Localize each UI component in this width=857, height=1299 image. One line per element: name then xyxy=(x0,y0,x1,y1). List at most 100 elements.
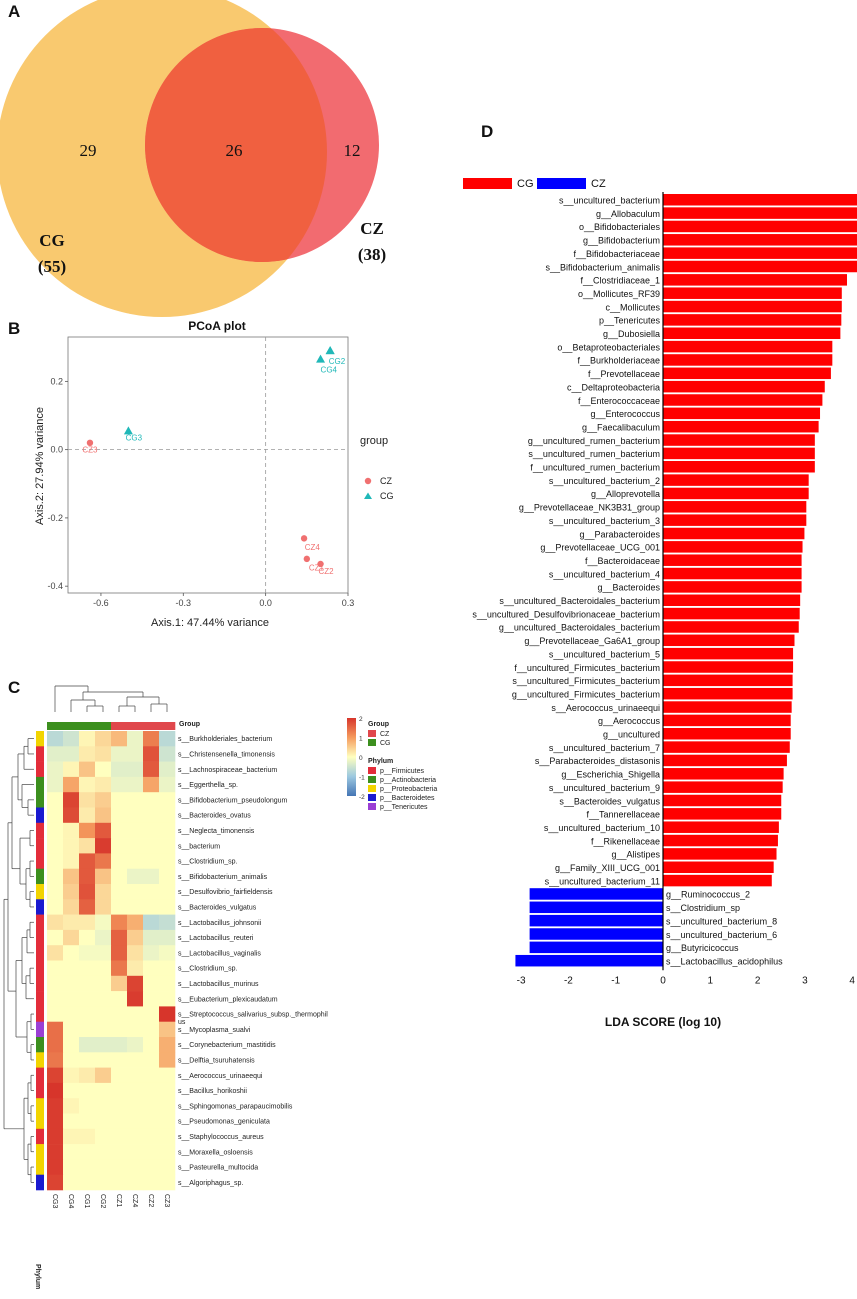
heatmap-cell xyxy=(111,884,128,900)
pcoa-point-label: CZ2 xyxy=(318,567,334,576)
lda-x-tick-label: 2 xyxy=(755,975,761,986)
heatmap-row-label: s__Streptococcus_salivarius_subsp._therm… xyxy=(178,1012,328,1019)
heatmap-phylum-bar-cell xyxy=(36,991,44,1007)
heatmap-cell xyxy=(143,822,160,839)
heatmap-cell xyxy=(95,1159,112,1175)
heatmap-cell xyxy=(111,1128,128,1145)
heatmap-cell xyxy=(127,1174,144,1191)
heatmap-legend-phylum-label: p__Bacteroidetes xyxy=(380,795,435,802)
heatmap-cell xyxy=(143,884,160,900)
heatmap-cell xyxy=(159,1128,176,1145)
lda-bar-label: s__uncultured_bacterium_4 xyxy=(549,569,660,579)
pcoa-legend-cg-label: CG xyxy=(380,491,394,501)
lda-bar xyxy=(663,407,821,420)
heatmap-cell xyxy=(95,1067,112,1084)
lda-x-tick-label: -1 xyxy=(611,975,620,986)
heatmap-cell xyxy=(159,731,176,747)
lda-bar xyxy=(663,260,857,273)
lda-bar-label: g__Prevotellaceae_NK3B31_group xyxy=(519,503,660,513)
heatmap-cell xyxy=(79,945,96,961)
heatmap-cell xyxy=(95,1021,112,1038)
lda-bar xyxy=(663,621,799,633)
heatmap-cell xyxy=(47,945,64,961)
heatmap-cell xyxy=(47,1037,64,1053)
heatmap-cell xyxy=(143,853,160,869)
heatmap-phylum-bar-cell xyxy=(36,1067,44,1084)
pcoa-legend-cz-swatch xyxy=(364,477,372,485)
heatmap-cell xyxy=(143,807,160,824)
lda-bar-label: s__Clostridium_sp xyxy=(666,903,740,913)
lda-bar-label: g__Alloprevotella xyxy=(591,489,660,499)
lda-bar-label: g__uncultured xyxy=(603,730,660,740)
pcoa-point-label: CZ4 xyxy=(305,543,321,552)
heatmap-scale-tick-label: 1 xyxy=(359,736,363,743)
lda-bar xyxy=(663,794,782,807)
heatmap-cell xyxy=(127,991,144,1007)
lda-bar-label: s__uncultured_bacterium_8 xyxy=(666,916,777,926)
heatmap-row-label: s__Pseudomonas_geniculata xyxy=(178,1119,270,1126)
heatmap-legend-cz-swatch xyxy=(368,730,376,737)
lda-bar-label: f__Rikenellaceae xyxy=(591,836,660,846)
lda-x-tick-label: 4 xyxy=(849,975,855,986)
heatmap-cell xyxy=(63,1159,80,1175)
heatmap-cell xyxy=(95,899,112,915)
lda-bar-label: s__uncultured_bacterium_2 xyxy=(549,476,660,486)
heatmap-cell xyxy=(111,1098,128,1114)
pcoa-point-cz4 xyxy=(300,535,308,542)
panel-letter-c: C xyxy=(8,678,20,697)
pcoa-point-cg3 xyxy=(123,426,133,435)
heatmap-cell xyxy=(63,1128,80,1145)
heatmap-cell xyxy=(143,792,160,808)
heatmap-cell xyxy=(159,1174,176,1191)
panel-letter-d: D xyxy=(481,122,493,141)
lda-bar-label: f__Enterococcaceae xyxy=(578,396,660,406)
pcoa-y-tick-label: 0.0 xyxy=(50,445,63,455)
lda-legend-cz-label: CZ xyxy=(591,178,606,190)
heatmap-cell xyxy=(111,1021,128,1038)
heatmap-row-label: s__Corynebacterium_mastitidis xyxy=(178,1042,276,1049)
heatmap-cell xyxy=(159,1052,176,1068)
heatmap-cell xyxy=(79,731,96,747)
heatmap-legend-cz-label: CZ xyxy=(380,731,390,738)
heatmap-row-label: s__Lactobacillus_johnsonii xyxy=(178,920,262,927)
heatmap-group-bar-cell xyxy=(63,722,80,730)
heatmap-cell xyxy=(47,838,64,854)
heatmap-cell xyxy=(127,1037,144,1053)
heatmap-phylum-bar-cell xyxy=(36,1006,44,1022)
lda-bar xyxy=(663,340,833,353)
pcoa-x-tick-label: -0.3 xyxy=(176,598,192,608)
heatmap-phylum-bar-cell xyxy=(36,776,44,793)
lda-bar-label: g__Bifidobacterium xyxy=(583,236,660,246)
heatmap-cell xyxy=(95,1006,112,1022)
heatmap-row-label: s__Eubacterium_plexicaudatum xyxy=(178,996,278,1003)
lda-bar-label: s__uncultured_bacterium_3 xyxy=(549,516,660,526)
heatmap-cell xyxy=(79,975,96,992)
heatmap-cell xyxy=(127,945,144,961)
heatmap-column-label: CG3 xyxy=(51,1194,58,1209)
lda-bar-label: g__Prevotellaceae_UCG_001 xyxy=(540,543,660,553)
heatmap-cell xyxy=(127,1052,144,1068)
lda-bar-label: s__Parabacteroides_distasonis xyxy=(535,756,661,766)
lda-bar xyxy=(663,394,823,406)
pcoa-y-tick-label: 0.2 xyxy=(50,376,63,386)
lda-bar xyxy=(663,554,802,566)
heatmap-cell xyxy=(111,838,128,854)
heatmap-cell xyxy=(63,1098,80,1114)
heatmap-phylum-bar-cell xyxy=(36,899,44,915)
heatmap-cell xyxy=(79,1144,96,1160)
lda-bar xyxy=(663,474,809,486)
heatmap-cell xyxy=(63,868,80,885)
heatmap-cell xyxy=(127,792,144,808)
heatmap-phylum-bar-cell xyxy=(36,838,44,854)
heatmap-cell xyxy=(127,853,144,869)
pcoa-title: PCoA plot xyxy=(188,319,246,333)
heatmap-cell xyxy=(159,761,176,778)
heatmap-row-label: s__Lactobacillus_murinus xyxy=(178,981,259,988)
heatmap-cell xyxy=(111,746,128,762)
heatmap-cell xyxy=(47,746,64,762)
heatmap-row-dendrogram xyxy=(3,738,34,1183)
venn-cg-only-count: 29 xyxy=(80,141,97,160)
heatmap-cell xyxy=(127,914,144,931)
heatmap-cell xyxy=(79,792,96,808)
lda-bar-label: s__uncultured_bacterium_10 xyxy=(544,823,660,833)
